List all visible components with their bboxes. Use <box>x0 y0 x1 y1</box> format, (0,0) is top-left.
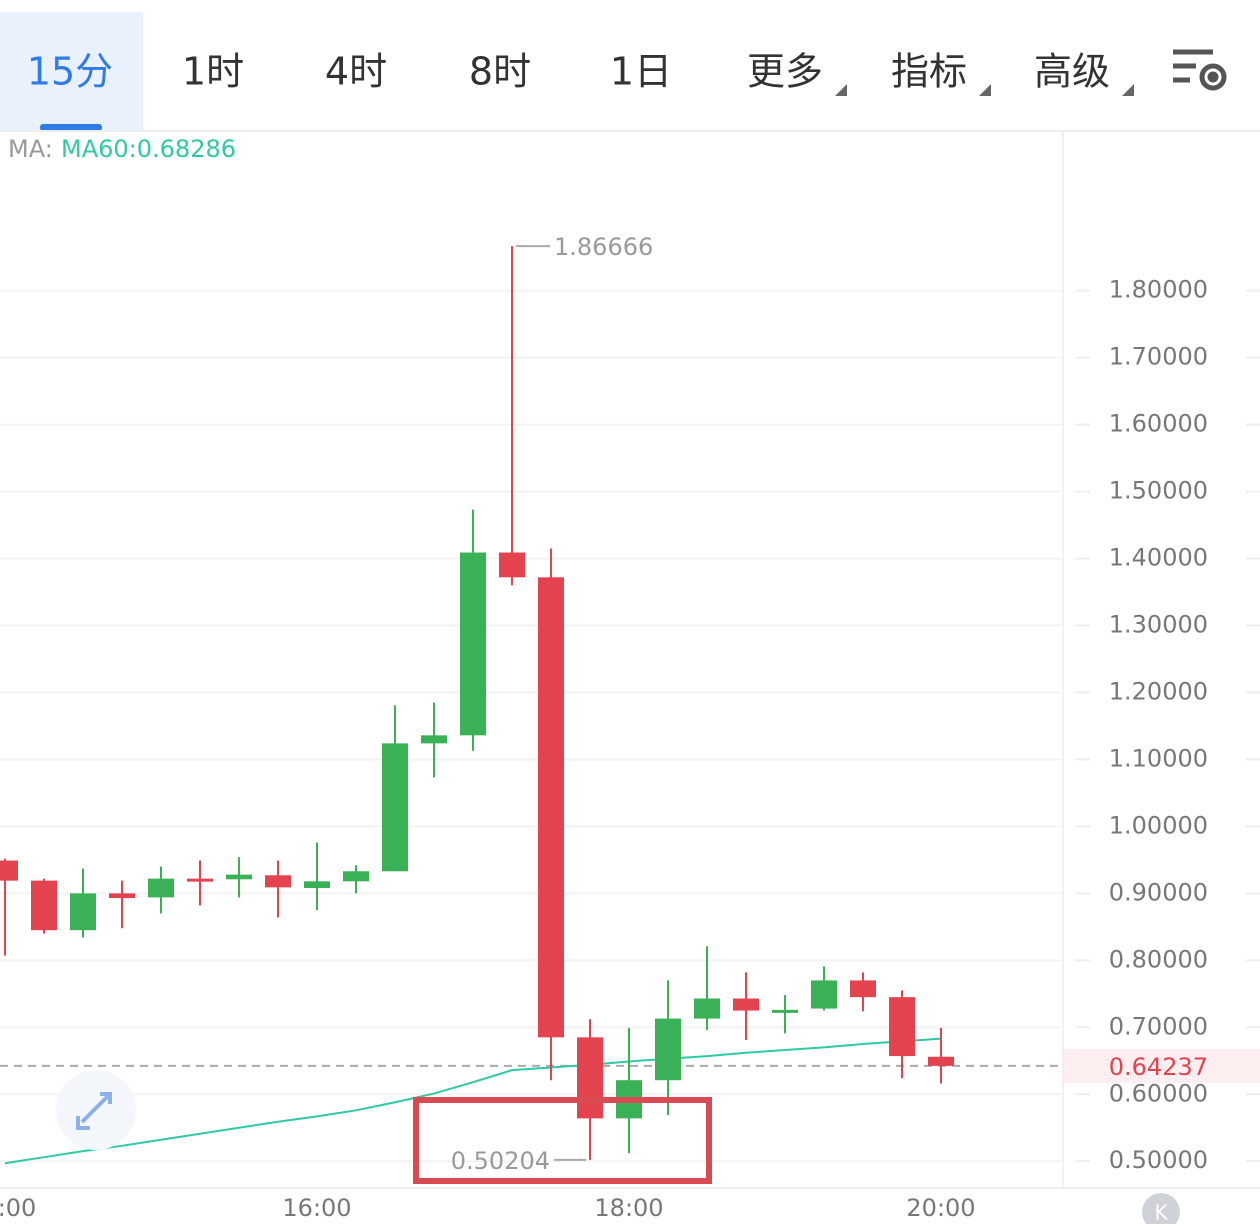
max-label: 1.86666 <box>554 233 653 261</box>
candle-body <box>382 743 408 872</box>
candle-body <box>343 871 369 882</box>
x-tick-label: 16:00 <box>282 1194 351 1222</box>
indicator-label: MA: <box>8 135 53 163</box>
y-tick-label: 1.40000 <box>1109 544 1208 572</box>
x-tick-label: :00 <box>0 1194 36 1222</box>
candle-body <box>460 552 486 736</box>
candle-body <box>304 881 330 889</box>
dropdown-caret <box>979 84 991 96</box>
candle-body <box>811 980 837 1009</box>
candle-body <box>733 998 759 1011</box>
candle-body <box>577 1037 603 1119</box>
candle-body <box>70 893 96 931</box>
settings-icon[interactable] <box>1173 49 1227 91</box>
candle-body <box>928 1056 954 1066</box>
candle-body <box>187 878 213 882</box>
y-tick-label: 1.20000 <box>1109 677 1208 705</box>
highlight-box <box>413 1097 712 1184</box>
candle-body <box>148 878 174 898</box>
candle-body <box>499 552 525 578</box>
ma-line <box>4 1037 942 1165</box>
tab[interactable]: 更多 <box>747 50 823 94</box>
tab-bar: 15分 1时 4时 8时 1日 更多 指标 高级 <box>27 50 1134 96</box>
dropdown-caret <box>1122 84 1134 96</box>
tab[interactable]: 1日 <box>610 50 672 94</box>
tab[interactable]: 15分 <box>27 50 113 94</box>
y-tick-label: 0.50000 <box>1109 1146 1208 1174</box>
last-price-label: 0.64237 <box>1109 1053 1208 1081</box>
y-tick-label: 0.90000 <box>1109 878 1208 906</box>
y-tick-label: 0.80000 <box>1109 945 1208 973</box>
candle-body <box>850 980 876 998</box>
min-label: 0.50204 <box>451 1147 550 1175</box>
logo: K <box>1154 1201 1168 1225</box>
candle-body <box>31 880 57 931</box>
candle-body <box>421 735 447 744</box>
y-tick-label: 1.30000 <box>1109 611 1208 639</box>
candle-body <box>889 997 915 1057</box>
y-tick-label: 1.10000 <box>1109 744 1208 772</box>
y-tick-label: 1.60000 <box>1109 410 1208 438</box>
candle-body <box>109 893 135 899</box>
expand-button[interactable] <box>56 1070 136 1150</box>
dropdown-caret <box>835 84 847 96</box>
candle-body <box>772 1009 798 1013</box>
candle-body <box>538 577 564 1038</box>
logo-badge <box>1142 1193 1180 1228</box>
active-tab-indicator <box>40 124 102 131</box>
y-tick-label: 1.80000 <box>1109 276 1208 304</box>
candle-body <box>694 998 720 1019</box>
tab[interactable]: 1时 <box>182 50 244 94</box>
candle-body <box>0 860 18 881</box>
candle-body <box>655 1018 681 1081</box>
tab[interactable]: 高级 <box>1034 50 1110 94</box>
tab[interactable]: 8时 <box>469 50 531 94</box>
y-tick-label: 1.00000 <box>1109 811 1208 839</box>
tab[interactable]: 指标 <box>891 50 967 94</box>
candle-body <box>226 874 252 880</box>
y-tick-label: 0.60000 <box>1109 1079 1208 1107</box>
plot-area: 0.50000 0.60000 0.70000 0.80000 0.90000 1.000… <box>0 233 1260 1222</box>
y-tick-label: 0.70000 <box>1109 1012 1208 1040</box>
y-tick-label: 1.50000 <box>1109 477 1208 505</box>
x-tick-label: 20:00 <box>906 1194 975 1222</box>
last-price-bg <box>1064 1048 1260 1083</box>
active-tab-bg <box>0 12 143 130</box>
y-tick-label: 1.70000 <box>1109 343 1208 371</box>
candle-body <box>265 875 291 888</box>
x-tick-label: 18:00 <box>594 1194 663 1222</box>
ma-label: MA60:0.68286 <box>61 135 236 163</box>
tab[interactable]: 4时 <box>325 50 387 94</box>
